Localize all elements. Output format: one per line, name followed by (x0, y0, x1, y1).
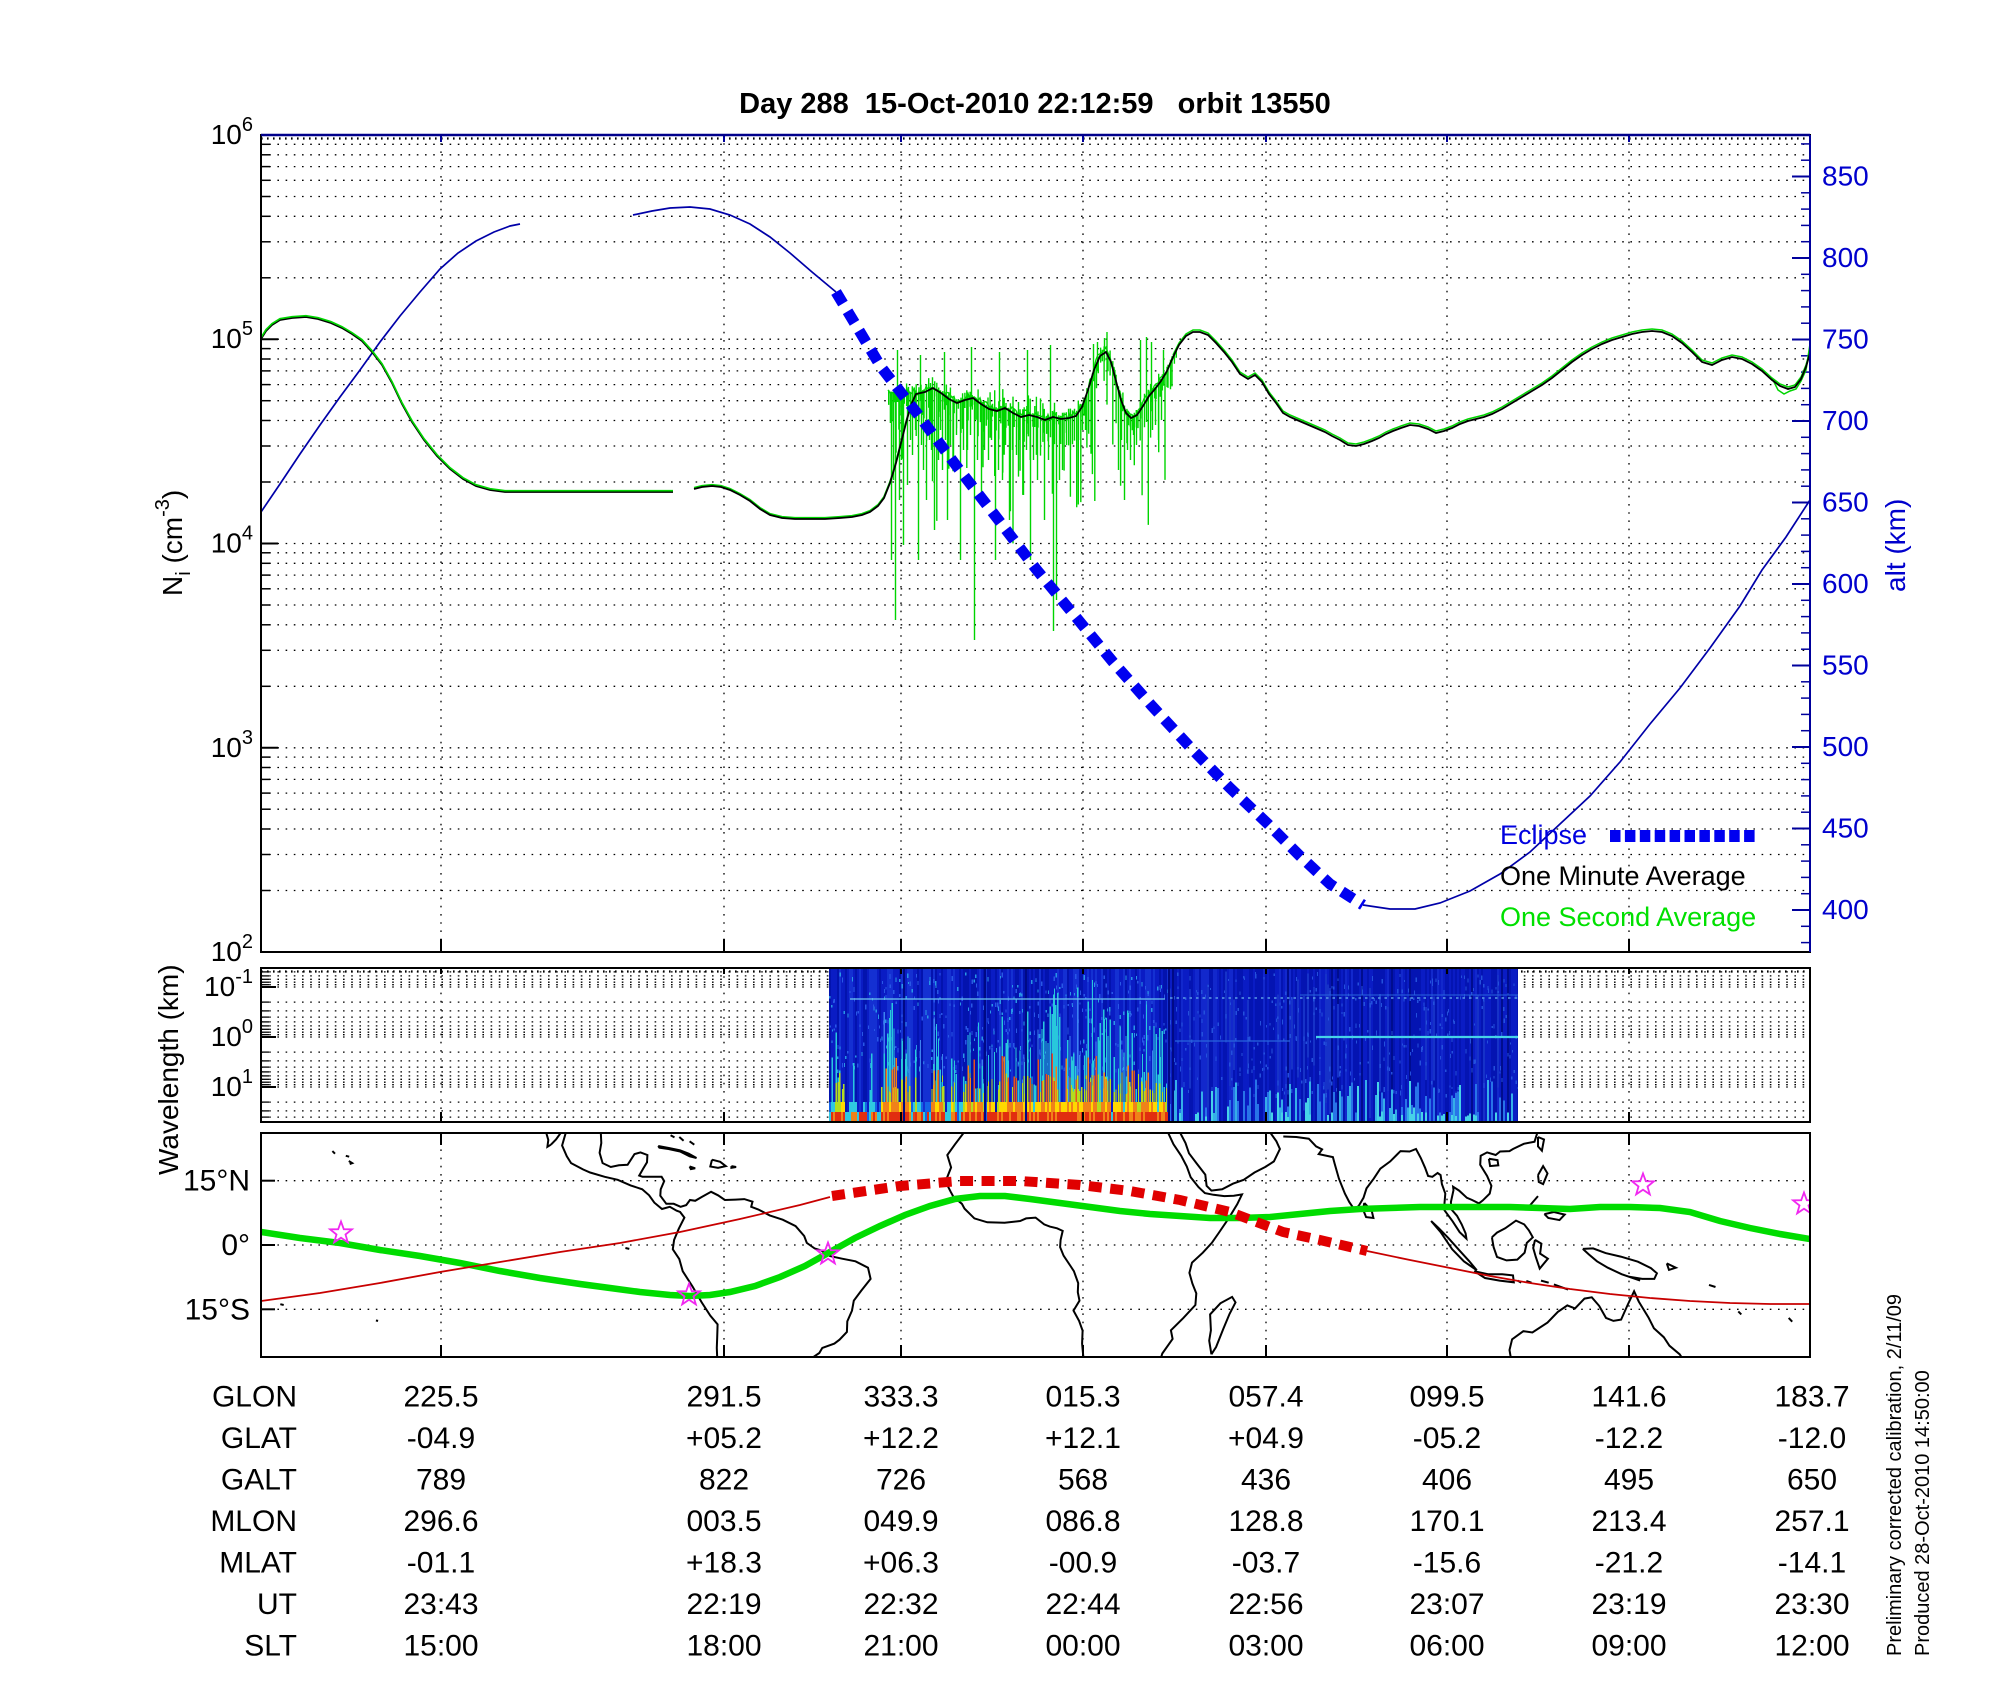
svg-text:400: 400 (1822, 894, 1869, 925)
svg-text:406: 406 (1422, 1464, 1472, 1497)
svg-text:-14.1: -14.1 (1778, 1547, 1846, 1580)
svg-text:225.5: 225.5 (403, 1381, 478, 1414)
svg-text:049.9: 049.9 (863, 1505, 938, 1538)
svg-text:GLON: GLON (212, 1381, 297, 1414)
svg-text:+06.3: +06.3 (863, 1547, 939, 1580)
svg-text:436: 436 (1241, 1464, 1291, 1497)
svg-text:One Second Average: One Second Average (1500, 902, 1756, 932)
svg-text:099.5: 099.5 (1409, 1381, 1484, 1414)
svg-text:015.3: 015.3 (1045, 1381, 1120, 1414)
svg-text:22:32: 22:32 (863, 1588, 938, 1621)
svg-text:MLAT: MLAT (219, 1547, 297, 1580)
svg-text:15°S: 15°S (185, 1293, 250, 1326)
svg-text:-12.2: -12.2 (1595, 1422, 1663, 1455)
svg-text:+04.9: +04.9 (1228, 1422, 1304, 1455)
svg-text:257.1: 257.1 (1774, 1505, 1849, 1538)
svg-text:UT: UT (257, 1588, 297, 1621)
svg-text:23:43: 23:43 (403, 1588, 478, 1621)
svg-text:23:07: 23:07 (1409, 1588, 1484, 1621)
svg-text:+05.2: +05.2 (686, 1422, 762, 1455)
svg-text:500: 500 (1822, 731, 1869, 762)
svg-text:12:00: 12:00 (1774, 1630, 1849, 1663)
svg-text:One Minute Average: One Minute Average (1500, 861, 1746, 891)
svg-text:-15.6: -15.6 (1413, 1547, 1481, 1580)
svg-text:-03.7: -03.7 (1232, 1547, 1300, 1580)
svg-text:23:19: 23:19 (1591, 1588, 1666, 1621)
svg-text:GLAT: GLAT (221, 1422, 297, 1455)
svg-text:MLON: MLON (210, 1505, 297, 1538)
svg-text:170.1: 170.1 (1409, 1505, 1484, 1538)
svg-text:18:00: 18:00 (686, 1630, 761, 1663)
svg-text:-04.9: -04.9 (407, 1422, 475, 1455)
svg-text:Produced 28-Oct-2010 14:50:00: Produced 28-Oct-2010 14:50:00 (1912, 1370, 1934, 1656)
svg-text:GALT: GALT (221, 1464, 297, 1497)
svg-text:700: 700 (1822, 405, 1869, 436)
svg-text:-12.0: -12.0 (1778, 1422, 1846, 1455)
svg-text:0°: 0° (221, 1229, 250, 1262)
svg-text:086.8: 086.8 (1045, 1505, 1120, 1538)
svg-text:291.5: 291.5 (686, 1381, 761, 1414)
svg-text:09:00: 09:00 (1591, 1630, 1666, 1663)
svg-text:822: 822 (699, 1464, 749, 1497)
svg-text:23:30: 23:30 (1774, 1588, 1849, 1621)
svg-text:568: 568 (1058, 1464, 1108, 1497)
svg-text:15:00: 15:00 (403, 1630, 478, 1663)
svg-text:333.3: 333.3 (863, 1381, 938, 1414)
svg-text:183.7: 183.7 (1774, 1381, 1849, 1414)
svg-text:06:00: 06:00 (1409, 1630, 1484, 1663)
svg-text:-21.2: -21.2 (1595, 1547, 1663, 1580)
svg-text:003.5: 003.5 (686, 1505, 761, 1538)
svg-text:21:00: 21:00 (863, 1630, 938, 1663)
svg-text:alt (km): alt (km) (1880, 499, 1911, 592)
svg-text:Wavelength (km): Wavelength (km) (153, 964, 184, 1175)
svg-text:600: 600 (1822, 568, 1869, 599)
svg-text:800: 800 (1822, 242, 1869, 273)
svg-text:141.6: 141.6 (1591, 1381, 1666, 1414)
svg-text:+12.1: +12.1 (1045, 1422, 1121, 1455)
svg-text:550: 550 (1822, 650, 1869, 681)
svg-text:SLT: SLT (244, 1630, 297, 1663)
svg-text:450: 450 (1822, 813, 1869, 844)
svg-text:057.4: 057.4 (1228, 1381, 1303, 1414)
svg-text:850: 850 (1822, 161, 1869, 192)
svg-text:22:56: 22:56 (1228, 1588, 1303, 1621)
svg-text:-01.1: -01.1 (407, 1547, 475, 1580)
svg-text:03:00: 03:00 (1228, 1630, 1303, 1663)
svg-text:650: 650 (1822, 487, 1869, 518)
svg-text:495: 495 (1604, 1464, 1654, 1497)
svg-text:296.6: 296.6 (403, 1505, 478, 1538)
svg-text:+18.3: +18.3 (686, 1547, 762, 1580)
svg-text:-05.2: -05.2 (1413, 1422, 1481, 1455)
svg-text:+12.2: +12.2 (863, 1422, 939, 1455)
svg-text:650: 650 (1787, 1464, 1837, 1497)
svg-text:789: 789 (416, 1464, 466, 1497)
svg-text:-00.9: -00.9 (1049, 1547, 1117, 1580)
svg-text:15°N: 15°N (183, 1165, 250, 1198)
svg-text:22:19: 22:19 (686, 1588, 761, 1621)
svg-text:00:00: 00:00 (1045, 1630, 1120, 1663)
svg-text:Day 288 15-Oct-2010 22:12:59: Day 288 15-Oct-2010 22:12:59 orbit 13550 (739, 88, 1331, 120)
svg-text:750: 750 (1822, 324, 1869, 355)
svg-text:726: 726 (876, 1464, 926, 1497)
svg-text:128.8: 128.8 (1228, 1505, 1303, 1538)
svg-text:213.4: 213.4 (1591, 1505, 1666, 1538)
svg-text:Eclipse: Eclipse (1500, 820, 1587, 850)
svg-text:Preliminary corrected calibrat: Preliminary corrected calibration, 2/11/… (1884, 1294, 1906, 1656)
svg-text:22:44: 22:44 (1045, 1588, 1120, 1621)
